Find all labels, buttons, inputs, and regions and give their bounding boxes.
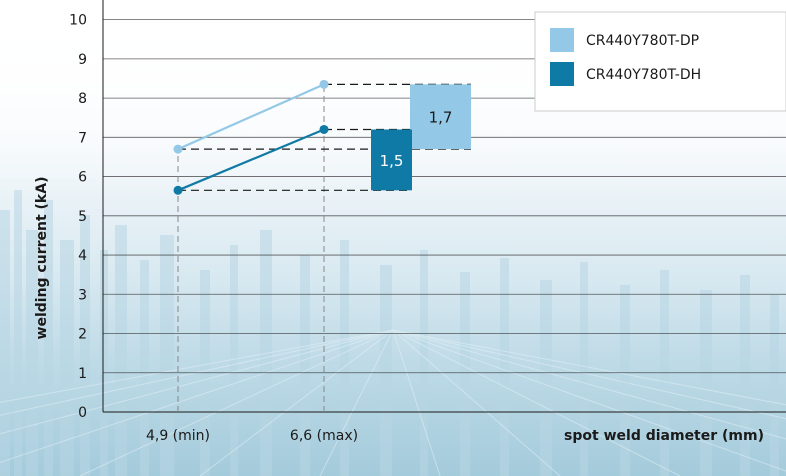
skyline-tower	[540, 280, 552, 476]
skyline-tower	[580, 262, 588, 476]
floor-backdrop	[0, 329, 786, 476]
legend-swatch	[550, 28, 574, 52]
skyline-tower	[700, 290, 712, 476]
floor-line	[0, 329, 394, 416]
floor-line	[392, 329, 561, 476]
skyline-tower	[770, 295, 779, 476]
legend: CR440Y780T-DP CR440Y780T-DH	[534, 11, 786, 112]
skyline-tower	[500, 258, 509, 476]
y-tick-label: 2	[78, 327, 87, 343]
range-box	[371, 129, 412, 191]
legend-label: CR440Y780T-DH	[586, 67, 701, 83]
series-line	[177, 83, 325, 151]
legend-box	[534, 11, 786, 112]
series-line	[177, 128, 325, 192]
y-tick-label: 9	[78, 52, 87, 68]
skyline-tower	[380, 265, 392, 476]
range-box-label: 1,7	[429, 109, 453, 127]
floor-line	[319, 329, 394, 476]
skyline-tower	[140, 260, 149, 476]
range-boxes: 1,7 1,5	[371, 84, 471, 191]
x-axis-label: spot weld diameter (mm)	[564, 428, 764, 444]
floor-line	[392, 329, 441, 476]
floor-line	[0, 329, 394, 464]
y-tick-label: 1	[78, 366, 87, 382]
skyline-tower	[160, 235, 174, 476]
skyline-tower	[420, 250, 428, 476]
skyline-tower	[230, 245, 238, 476]
x-tick-label: 4,9 (min)	[146, 428, 210, 444]
y-tick-label: 0	[78, 405, 87, 421]
y-tick-label: 7	[78, 130, 87, 146]
y-tick-label: 3	[78, 287, 87, 303]
floor-line	[199, 329, 394, 476]
data-point	[173, 144, 183, 154]
skyline-tower	[300, 255, 310, 476]
skyline-tower	[80, 215, 90, 476]
y-tick-label: 10	[69, 13, 87, 29]
data-point	[319, 124, 329, 134]
floor-line	[79, 329, 394, 476]
y-axis-label: welding current (kA)	[34, 177, 50, 340]
skyline-tower	[460, 272, 470, 476]
floor-line	[392, 329, 786, 406]
y-tick-label: 4	[78, 248, 87, 264]
skyline-tower	[115, 225, 127, 476]
data-point	[319, 79, 329, 89]
y-tick-label: 8	[78, 91, 87, 107]
skyline-tower	[60, 240, 74, 476]
skyline-tower	[14, 190, 22, 476]
y-tick-label: 5	[78, 209, 87, 225]
data-point	[173, 185, 183, 195]
skyline-tower	[100, 250, 108, 476]
skyline-tower	[340, 240, 349, 476]
skyline-tower	[620, 285, 630, 476]
tick-labels: 0 1 2 3 4 5 6 7 8 9 10 4,9 (min) 6,6 (max)	[69, 13, 358, 444]
floor-line	[392, 329, 786, 440]
floor-line	[392, 329, 786, 420]
y-tick-label: 6	[78, 170, 87, 186]
floor-line	[0, 329, 394, 435]
axes	[102, 0, 786, 413]
skyline-tower	[740, 275, 750, 476]
floor-line	[392, 329, 786, 472]
legend-swatch	[550, 62, 574, 86]
range-box-label: 1,5	[380, 152, 404, 170]
skyline-tower	[0, 210, 10, 476]
legend-label: CR440Y780T-DP	[586, 33, 699, 49]
series	[173, 79, 329, 195]
floor-line	[0, 329, 394, 403]
skyline-tower	[44, 200, 53, 476]
range-box	[410, 84, 471, 150]
floor-line	[392, 329, 681, 476]
skyline-tower	[26, 230, 38, 476]
x-tick-label: 6,6 (max)	[290, 428, 358, 444]
